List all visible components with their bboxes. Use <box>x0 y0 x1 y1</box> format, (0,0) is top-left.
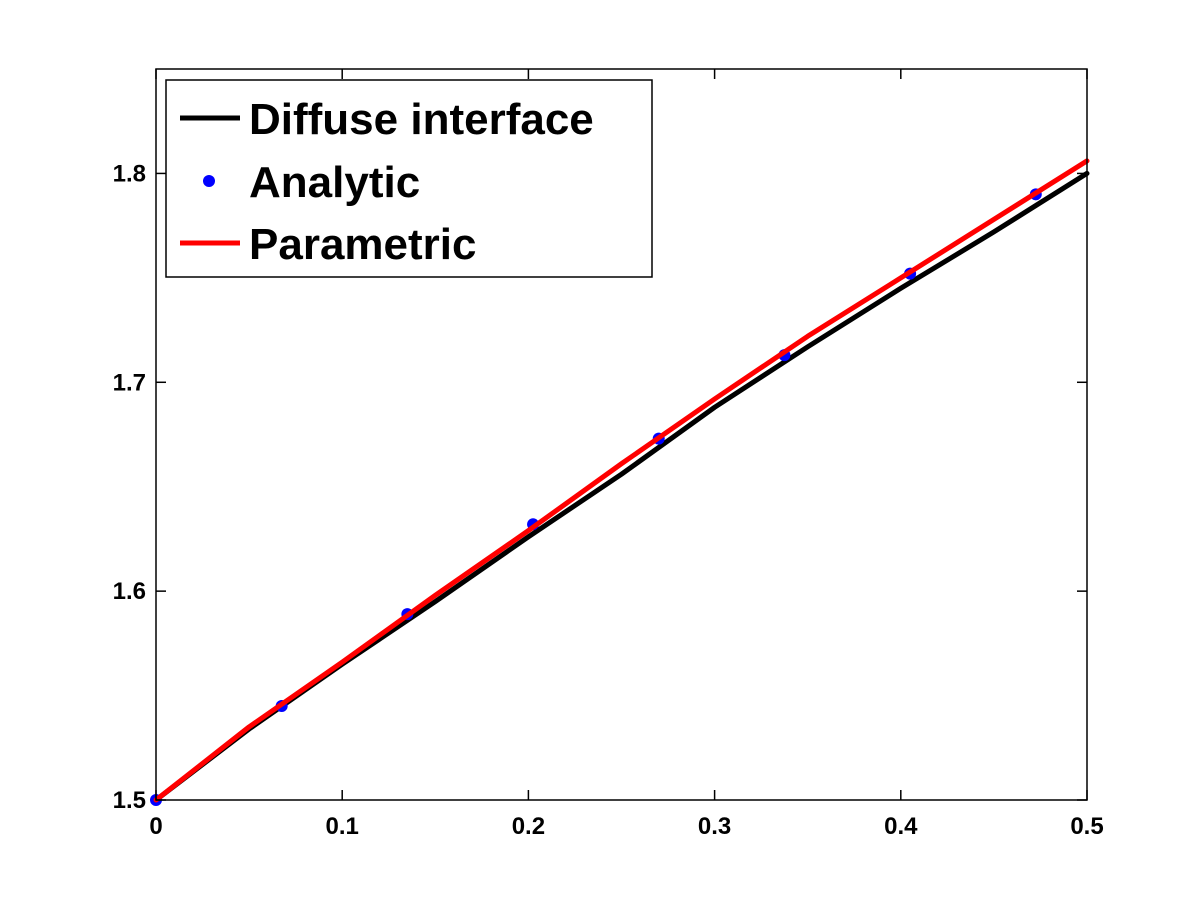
legend-box <box>165 79 653 278</box>
x-tick-label: 0 <box>149 813 162 840</box>
legend: Diffuse interface Analytic Parametric <box>165 79 653 278</box>
y-tick-label: 1.8 <box>113 160 146 187</box>
x-tick-label: 0.4 <box>884 813 918 840</box>
plot-area <box>150 158 1090 806</box>
legend-label-parametric: Parametric <box>249 220 476 269</box>
x-tick-label: 0.2 <box>512 813 545 840</box>
y-tick-label: 1.7 <box>113 369 146 396</box>
x-tick-label: 0.5 <box>1070 813 1103 840</box>
axes-frame <box>155 68 1088 801</box>
axes: 0 0.1 0.2 0.3 0.4 0.5 1.5 1.6 1.7 1.8 <box>113 68 1104 840</box>
legend-label-analytic: Analytic <box>249 158 420 207</box>
legend-label-diffuse-interface: Diffuse interface <box>249 95 594 144</box>
y-tick-label: 1.6 <box>113 578 146 605</box>
legend-swatch-analytic <box>203 175 215 187</box>
series-line-parametric <box>153 158 1090 803</box>
x-tick-label: 0.3 <box>698 813 731 840</box>
y-tick-label: 1.5 <box>113 787 146 814</box>
x-tick-label: 0.1 <box>326 813 359 840</box>
